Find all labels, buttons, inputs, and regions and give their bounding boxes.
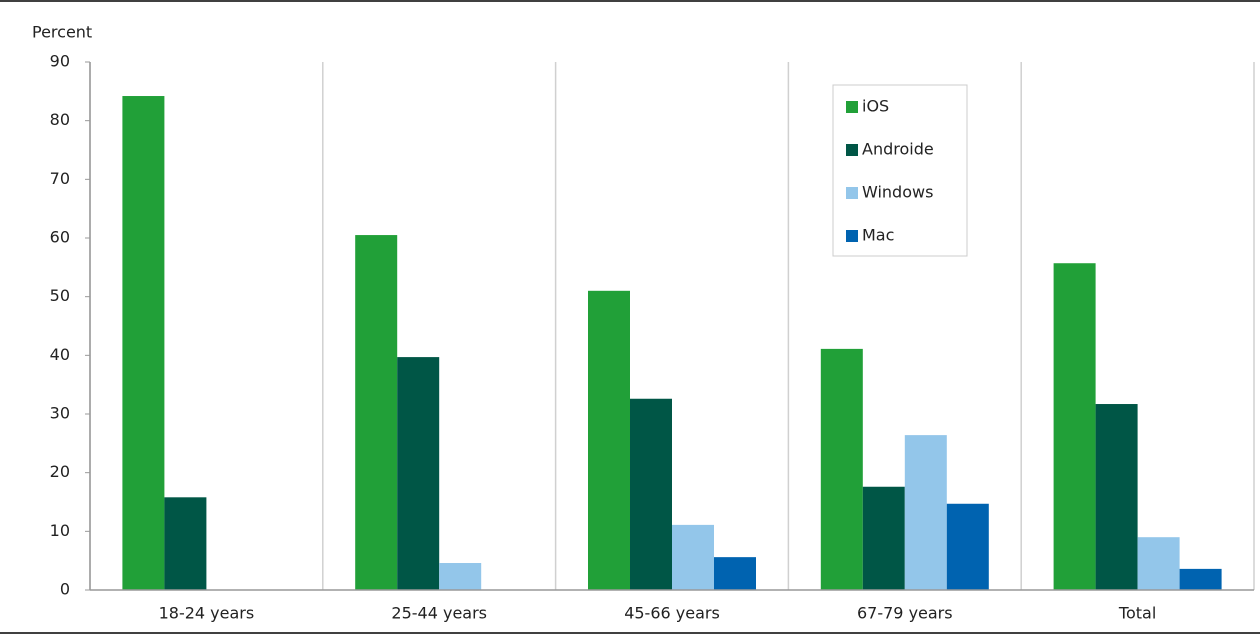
x-tick-label: 18-24 years: [159, 604, 255, 623]
legend-label: Windows: [862, 183, 933, 202]
legend-swatch: [846, 230, 858, 242]
y-tick-label: 60: [50, 228, 70, 247]
bar: [862, 486, 905, 590]
bar: [1053, 263, 1096, 590]
bar: [672, 524, 714, 590]
y-tick-label: 30: [50, 404, 70, 423]
legend-swatch: [846, 101, 858, 113]
bar: [714, 557, 756, 590]
x-tick-label: Total: [1118, 604, 1156, 623]
bar: [820, 348, 863, 590]
bar: [904, 435, 947, 590]
bar: [397, 357, 440, 590]
y-axis-label: Percent: [32, 23, 92, 42]
y-tick-label: 20: [50, 462, 70, 481]
bar: [946, 503, 989, 590]
y-tick-label: 80: [50, 110, 70, 129]
x-tick-label: 45-66 years: [624, 604, 720, 623]
legend-label: Androide: [862, 140, 934, 159]
bar: [1179, 568, 1222, 590]
legend-label: Mac: [862, 226, 894, 245]
bar: [1095, 404, 1138, 590]
bar: [355, 235, 398, 591]
y-tick-label: 40: [50, 345, 70, 364]
x-tick-label: 67-79 years: [857, 604, 953, 623]
bar: [588, 290, 630, 590]
legend-swatch: [846, 187, 858, 199]
y-tick-label: 70: [50, 169, 70, 188]
bar: [630, 398, 672, 590]
y-tick-label: 90: [50, 52, 70, 71]
x-tick-label: 25-44 years: [391, 604, 487, 623]
y-tick-label: 0: [60, 580, 70, 599]
legend-swatch: [846, 144, 858, 156]
legend-box: [832, 84, 968, 257]
bar: [122, 96, 165, 590]
bar: [439, 563, 482, 590]
bar: [164, 497, 207, 590]
y-tick-label: 50: [50, 286, 70, 305]
bar: [1137, 537, 1180, 590]
y-tick-label: 10: [50, 521, 70, 540]
legend-label: iOS: [862, 97, 889, 116]
